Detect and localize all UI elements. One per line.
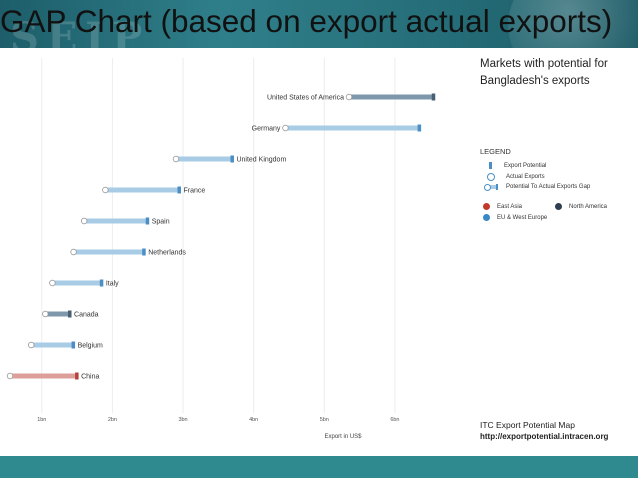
x-tick-label: 3bn <box>178 417 187 423</box>
potential-marker-icon <box>489 162 492 169</box>
legend-label-gap: Potential To Actual Exports Gap <box>506 184 591 190</box>
potential-marker-spain <box>145 217 150 225</box>
category-label-france: France <box>184 187 206 194</box>
category-label-belgium: Belgium <box>78 342 103 349</box>
legend-label-potential: Export Potential <box>504 162 547 169</box>
legend-label-actual: Actual Exports <box>506 174 545 180</box>
gap-bar-belgium <box>31 342 74 348</box>
north-america-dot-icon <box>555 203 562 210</box>
category-label-china: China <box>81 373 99 380</box>
potential-marker-belgium <box>71 341 76 349</box>
actual-marker-canada <box>42 310 49 318</box>
category-label-netherlands: Netherlands <box>148 249 186 256</box>
source-credit: ITC Export Potential Map http://exportpo… <box>480 419 608 443</box>
potential-marker-united-states-of-america <box>431 93 436 101</box>
legend-heading: LEGEND <box>480 147 511 156</box>
gap-bar-united-states-of-america <box>349 94 434 100</box>
eu-west-europe-dot-icon <box>483 214 490 221</box>
potential-marker-germany <box>417 124 422 132</box>
x-tick-label: 5bn <box>320 417 329 423</box>
slide-header: SEIP GAP Chart (based on export actual e… <box>0 0 638 48</box>
region-label-east-asia: East Asia <box>497 203 523 210</box>
actual-marker-united-states-of-america <box>345 93 353 101</box>
gap-bar-france <box>105 187 180 193</box>
category-label-united-kingdom: United Kingdom <box>236 156 286 163</box>
actual-marker-germany <box>282 124 289 132</box>
x-axis-label: Export in US$ <box>324 434 362 440</box>
legend-item-actual: Actual Exports <box>480 173 545 181</box>
x-tick-label: 6bn <box>390 417 399 423</box>
legend-region-east-asia: East Asia <box>483 203 522 210</box>
actual-marker-icon <box>487 173 495 181</box>
category-label-germany: Germany <box>252 125 281 132</box>
slide-footer-bar <box>0 456 638 478</box>
actual-marker-china <box>6 372 14 380</box>
potential-marker-united-kingdom <box>230 155 234 163</box>
x-tick-label: 4bn <box>249 417 258 423</box>
gap-chart: 1bn 2bn 3bn 4bn 5bn 6bn Export in US$ United St… <box>6 58 436 440</box>
gap-bar-italy <box>52 280 102 286</box>
gap-bar-canada <box>45 311 71 317</box>
panel-title: Markets with potential for Bangladesh's … <box>480 58 608 87</box>
gap-bar-netherlands <box>73 249 145 255</box>
x-tick-label: 1bn <box>37 417 46 423</box>
gap-marker-icon <box>484 184 498 191</box>
legend-item-gap: Potential To Actual Exports Gap <box>480 184 591 191</box>
actual-marker-france <box>102 186 109 194</box>
east-asia-dot-icon <box>483 203 490 210</box>
category-label-italy: Italy <box>106 280 119 287</box>
gap-bar-united-kingdom <box>175 156 233 162</box>
header-watermark-decoration: SEIP <box>10 14 151 48</box>
slide-title: GAP Chart (based on export actual export… <box>0 3 613 39</box>
actual-marker-belgium <box>27 341 35 349</box>
gap-bar-spain <box>84 218 148 224</box>
potential-marker-netherlands <box>142 248 146 256</box>
actual-marker-united-kingdom <box>172 155 180 163</box>
legend-item-potential: Export Potential <box>480 162 546 169</box>
globe-decoration <box>508 0 638 48</box>
legend-region-north-america: North America <box>555 203 607 210</box>
category-label-canada: Canada <box>74 311 99 318</box>
gap-bar-germany <box>285 125 420 131</box>
potential-marker-canada <box>68 310 72 318</box>
source-url: http://exportpotential.intracen.org <box>480 432 609 441</box>
source-name: ITC Export Potential Map <box>480 420 575 430</box>
potential-marker-france <box>177 186 181 194</box>
potential-marker-italy <box>99 279 104 287</box>
category-label-spain: Spain <box>152 218 170 225</box>
actual-marker-italy <box>49 279 56 287</box>
chart-side-panel: Markets with potential for Bangladesh's … <box>480 56 638 456</box>
region-label-north-america: North America <box>569 203 608 210</box>
gap-bar-china <box>10 373 78 379</box>
actual-marker-netherlands <box>70 248 77 256</box>
legend-region-eu-west-europe: EU & West Europe <box>483 214 547 221</box>
actual-marker-spain <box>80 217 88 225</box>
category-label-united-states-of-america: United States of America <box>267 94 344 101</box>
x-tick-label: 2bn <box>108 417 117 423</box>
region-label-eu-west-europe: EU & West Europe <box>497 214 548 221</box>
potential-marker-china <box>75 372 79 380</box>
